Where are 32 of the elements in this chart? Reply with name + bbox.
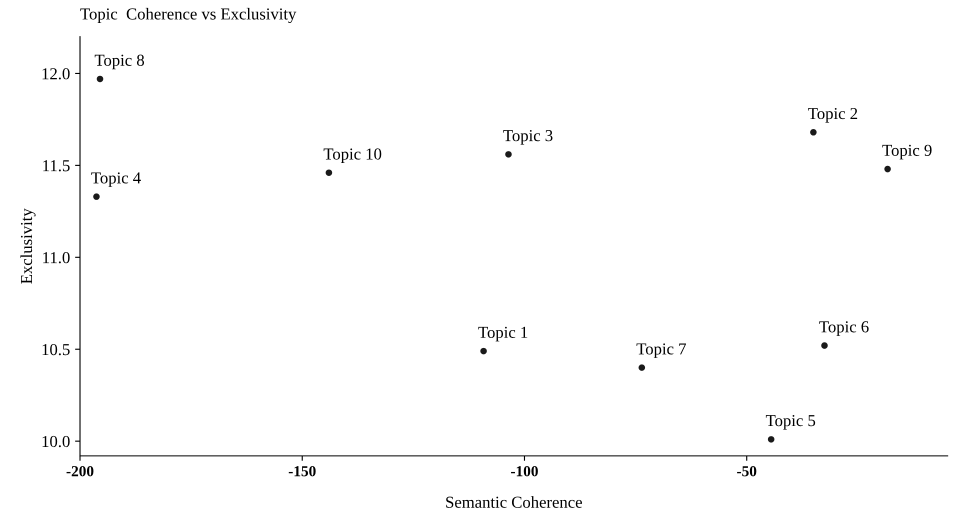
point	[768, 436, 774, 443]
annotation: Topic 4	[91, 172, 141, 187]
y-tick-label: 12.0	[42, 68, 70, 80]
point	[810, 129, 817, 136]
annotation: Topic 2	[808, 108, 858, 123]
point	[96, 76, 104, 82]
point	[326, 169, 332, 176]
annotation: Topic 5	[766, 415, 816, 430]
point	[884, 166, 891, 172]
annotation: Topic 10	[324, 148, 382, 164]
point	[480, 348, 487, 354]
annotation: Topic 7	[636, 343, 686, 358]
chart-title: Topic Coherence vs Exclusivity	[80, 8, 296, 24]
point	[93, 193, 100, 200]
x-tick-label: -200	[66, 466, 94, 476]
x-axis-title: Semantic Coherence	[446, 496, 582, 508]
y-tick-label: 11.5	[43, 160, 70, 172]
annotation: Topic 6	[819, 321, 869, 336]
x-tick-label: -100	[511, 466, 538, 476]
y-axis-title: Exclusivity	[20, 208, 36, 284]
x-tick-label: -50	[737, 466, 756, 476]
point	[505, 151, 512, 158]
x-tick-label: -150	[288, 466, 316, 476]
annotation: Topic 9	[882, 144, 932, 160]
annotation: Topic 1	[478, 326, 528, 342]
point	[638, 364, 646, 371]
y-tick-label: 11.0	[43, 252, 70, 264]
y-tick-label: 10.0	[42, 436, 70, 448]
point	[821, 342, 828, 349]
y-tick-label: 10.5	[42, 344, 70, 356]
annotation: Topic 8	[94, 54, 144, 70]
annotation: Topic 3	[503, 130, 552, 145]
